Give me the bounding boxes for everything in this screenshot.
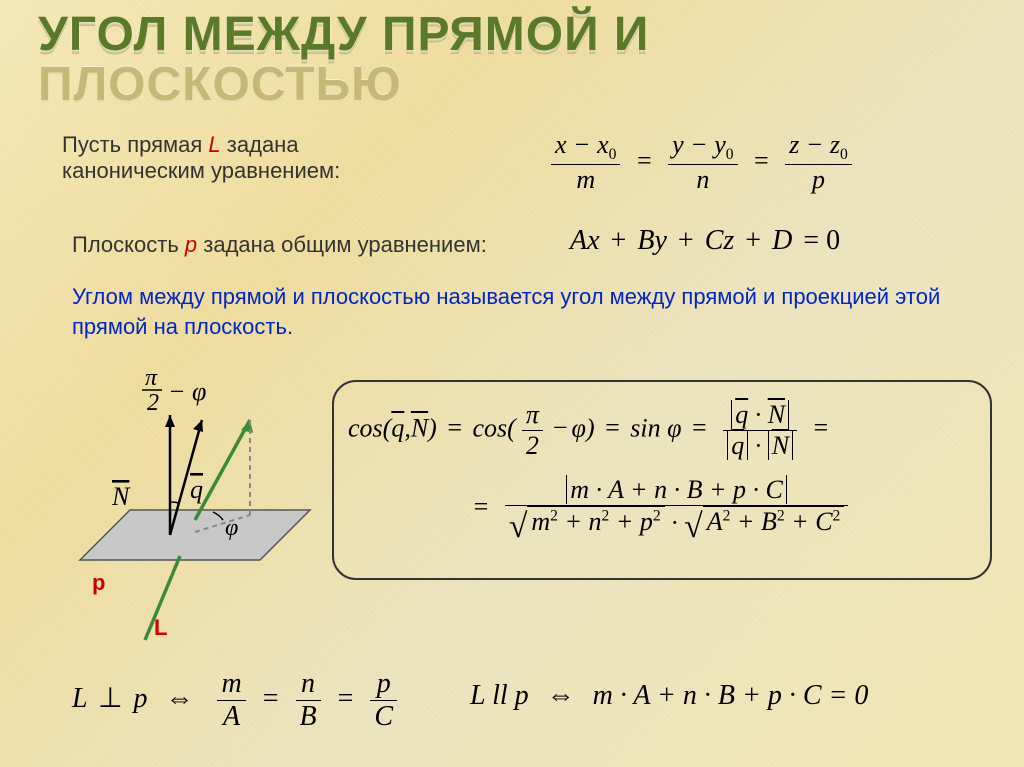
text: Плоскость xyxy=(72,232,185,257)
svg-text:p: p xyxy=(92,570,105,595)
page-title: УГОЛ МЕЖДУ ПРЯМОЙ И ПЛОСКОСТЬЮ xyxy=(38,10,649,111)
formula-row-1: cos(q,N) = cos(π2−φ) = sin φ = q · N q ·… xyxy=(348,400,976,461)
title-line-2: ПЛОСКОСТЬЮ xyxy=(38,60,649,110)
perpendicular-condition: L ⊥ p ⇔ mA = nB = pC xyxy=(72,668,403,733)
formula-row-2: = m · A + n · B + p · C √m2 + n2 + p2 · … xyxy=(348,475,976,544)
canonical-equation: x − x0m = y − y0n = z − z0p xyxy=(545,130,858,195)
svg-text:L: L xyxy=(154,615,167,640)
text: задана xyxy=(221,132,299,157)
geometry-diagram: π 2 − φ N q φ p L xyxy=(50,360,330,660)
text: каноническим уравнением: xyxy=(62,158,340,183)
plane-symbol: р xyxy=(185,232,197,257)
formula-box: cos(q,N) = cos(π2−φ) = sin φ = q · N q ·… xyxy=(332,380,992,580)
intro-line-2: Плоскость р задана общим уравнением: xyxy=(72,232,487,258)
text: задана общим уравнением: xyxy=(197,232,487,257)
svg-text:2: 2 xyxy=(147,390,159,416)
svg-text:q: q xyxy=(190,475,203,504)
intro-line-1: Пусть прямая L задана каноническим уравн… xyxy=(62,132,340,184)
parallel-condition: L ll p ⇔ m · A + n · B + p · C = 0 xyxy=(470,680,868,712)
title-line-1: УГОЛ МЕЖДУ ПРЯМОЙ И xyxy=(38,10,649,60)
text: Пусть прямая xyxy=(62,132,208,157)
svg-text:N: N xyxy=(111,482,131,511)
definition-text: Углом между прямой и плоскостью называет… xyxy=(72,282,974,341)
svg-text:− φ: − φ xyxy=(168,377,206,406)
plane-equation: Ax + By + Cz + D = 0 xyxy=(570,225,844,257)
svg-text:π: π xyxy=(145,365,158,391)
line-symbol: L xyxy=(208,132,220,157)
svg-text:φ: φ xyxy=(225,515,238,541)
